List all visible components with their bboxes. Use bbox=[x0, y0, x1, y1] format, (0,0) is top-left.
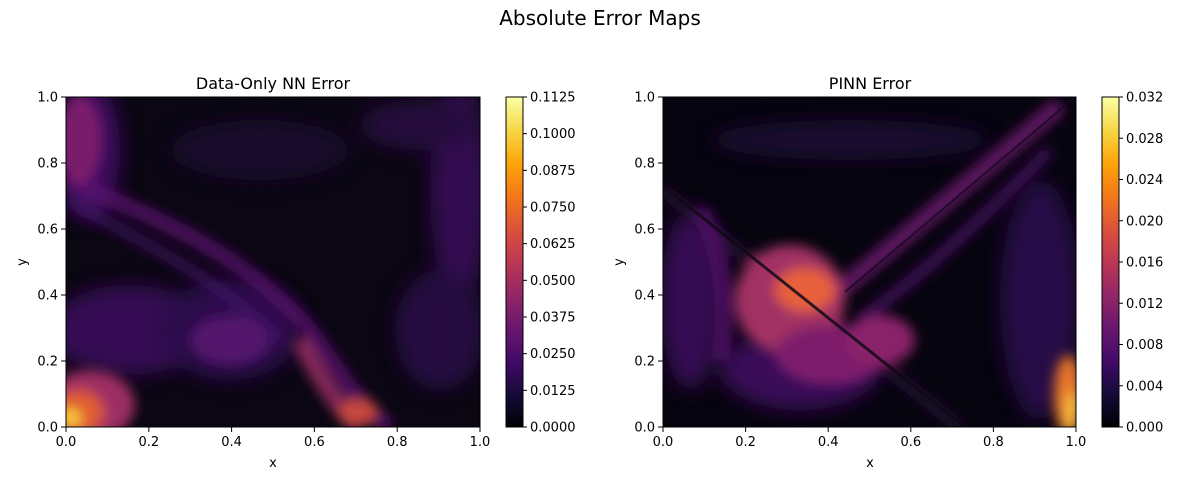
x-tick-label: 0.2 bbox=[735, 435, 756, 450]
colorbar-2-ticks: 0.000 0.004 0.008 0.012 0.016 0.020 0.024 0.028… bbox=[1119, 91, 1163, 436]
x-ticks-1: 0.0 0.2 0.4 0.6 0.8 1.0 bbox=[56, 427, 491, 450]
axes-2: 0.0 0.2 0.4 0.6 0.8 1.0 0.00.20.40.60.81.0 x … bbox=[612, 91, 1086, 472]
y-tick-label: 0.2 bbox=[37, 355, 58, 370]
y-tick-label: 0.2 bbox=[634, 355, 655, 370]
y-ticks-2: 0.0 0.2 0.4 0.6 0.8 1.0 bbox=[634, 91, 663, 436]
x-tick-label: 0.2 bbox=[138, 435, 159, 450]
colorbar-tick-label: 0.0750 bbox=[530, 201, 576, 216]
axes-1: 0.0 0.2 0.4 0.6 0.8 1.0 0.00.20.40.60.81.0 x … bbox=[15, 91, 490, 472]
colorbar-tick-label: 0.0500 bbox=[530, 274, 576, 289]
x-axis-label-1: x bbox=[269, 456, 277, 471]
x-tick-label: 0.0 bbox=[653, 435, 674, 450]
y-ticks-1: 0.0 0.2 0.4 0.6 0.8 1.0 bbox=[37, 91, 66, 436]
colorbar-tick-label: 0.008 bbox=[1126, 338, 1163, 353]
colorbar-tick-label: 0.0375 bbox=[530, 311, 576, 326]
y-tick-label: 0.0 bbox=[634, 421, 655, 436]
panel-1-title: Data-Only NN Error bbox=[196, 74, 351, 93]
colorbar-tick-label: 0.012 bbox=[1126, 297, 1163, 312]
x-tick-label: 0.8 bbox=[387, 435, 408, 450]
y-tick-label: 0.4 bbox=[634, 289, 655, 304]
heatmap-1 bbox=[66, 97, 480, 427]
x-ticks-2: 0.0 0.2 0.4 0.6 0.8 1.0 bbox=[653, 427, 1087, 450]
panel-pinn: PINN Error bbox=[612, 74, 1163, 471]
colorbar-tick-label: 0.004 bbox=[1126, 379, 1163, 394]
y-axis-label-1: y bbox=[15, 258, 30, 266]
colorbar-tick-label: 0.0000 bbox=[530, 421, 576, 436]
x-axis-label-2: x bbox=[866, 456, 874, 471]
colorbar-tick-label: 0.028 bbox=[1126, 132, 1163, 147]
colorbar-tick-label: 0.000 bbox=[1126, 421, 1163, 436]
y-tick-label: 0.0 bbox=[37, 421, 58, 436]
colorbar-2: 0.000 0.004 0.008 0.012 0.016 0.020 0.024 0.028… bbox=[1101, 91, 1163, 436]
y-tick-label: 0.6 bbox=[634, 223, 655, 238]
x-tick-label: 0.8 bbox=[983, 435, 1004, 450]
y-tick-label: 0.6 bbox=[37, 223, 58, 238]
panel-data-only: Data-Only NN Error bbox=[15, 74, 576, 471]
colorbar-tick-label: 0.0125 bbox=[530, 384, 576, 399]
colorbar-tick-label: 0.1125 bbox=[530, 91, 576, 106]
y-axis-label-2: y bbox=[612, 258, 627, 266]
colorbar-tick-label: 0.016 bbox=[1126, 256, 1163, 271]
colorbar-tick-label: 0.032 bbox=[1126, 91, 1163, 106]
y-tick-label: 0.8 bbox=[634, 157, 655, 172]
x-tick-label: 0.0 bbox=[56, 435, 77, 450]
x-tick-label: 0.4 bbox=[818, 435, 839, 450]
colorbar-tick-label: 0.1000 bbox=[530, 127, 576, 142]
colorbar-tick-label: 0.024 bbox=[1126, 173, 1163, 188]
colorbar-tick-label: 0.0875 bbox=[530, 164, 576, 179]
y-tick-label: 0.4 bbox=[37, 289, 58, 304]
y-tick-label: 0.8 bbox=[37, 157, 58, 172]
x-tick-label: 0.6 bbox=[900, 435, 921, 450]
x-tick-label: 1.0 bbox=[470, 435, 491, 450]
colorbar-1: 0.0000 0.0125 0.0250 0.0375 0.0500 0.0625 0.07… bbox=[505, 91, 576, 436]
colorbar-tick-label: 0.0250 bbox=[530, 347, 576, 362]
x-tick-label: 0.4 bbox=[221, 435, 242, 450]
y-tick-label: 1.0 bbox=[37, 91, 58, 106]
figure-title: Absolute Error Maps bbox=[499, 6, 701, 30]
colorbar-tick-label: 0.0625 bbox=[530, 237, 576, 252]
x-tick-label: 0.6 bbox=[304, 435, 325, 450]
heatmap-2 bbox=[663, 97, 1076, 427]
colorbar-tick-label: 0.020 bbox=[1126, 214, 1163, 229]
colorbar-1-ticks: 0.0000 0.0125 0.0250 0.0375 0.0500 0.0625 0.07… bbox=[523, 91, 576, 436]
x-tick-label: 1.0 bbox=[1066, 435, 1087, 450]
panel-2-title: PINN Error bbox=[829, 74, 912, 93]
y-tick-label: 1.0 bbox=[634, 91, 655, 106]
